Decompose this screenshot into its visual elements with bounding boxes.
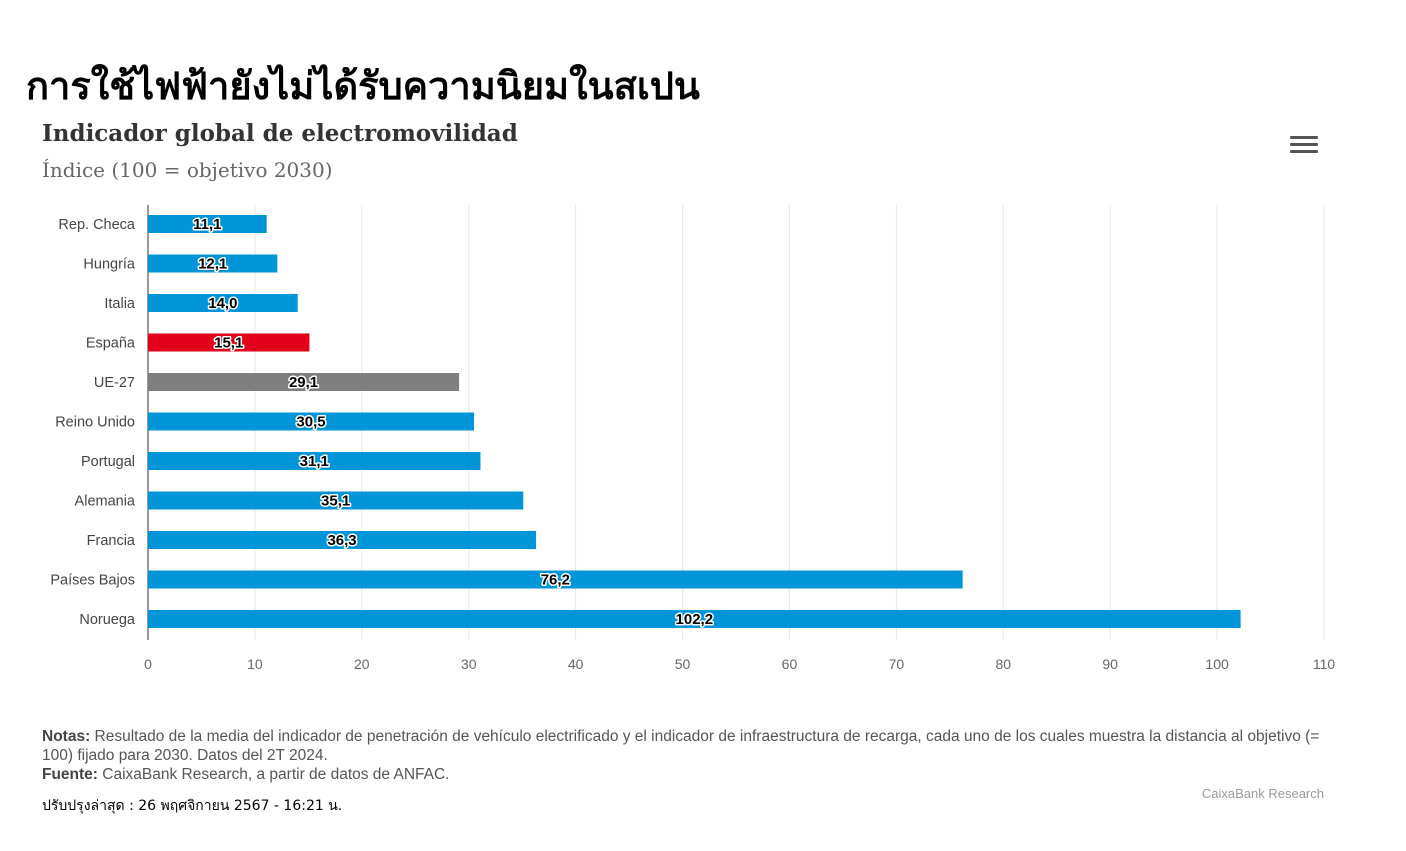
category-label-noruega: Noruega: [79, 612, 136, 628]
bar-reino-unido: [148, 412, 475, 431]
bar-alemania: [148, 491, 524, 510]
category-label-portugal: Portugal: [81, 454, 135, 470]
page-headline: การใช้ไฟฟ้ายังไม่ได้รับความนิยมในสเปน: [26, 64, 700, 108]
value-label-reino-unido: 30,5: [296, 414, 325, 431]
category-label-italia: Italia: [104, 296, 136, 312]
bar-noruega: [148, 610, 1241, 628]
value-label-espa-a: 15,1: [214, 335, 243, 352]
value-label-alemania: 35,1: [321, 493, 350, 510]
value-label-portugal: 31,1: [300, 453, 329, 470]
x-tick-label-80: 80: [995, 656, 1011, 672]
value-label-francia: 36,3: [327, 532, 356, 549]
bar-rep-checa: [148, 215, 267, 233]
x-tick-label-30: 30: [461, 656, 477, 672]
category-label-reino-unido: Reino Unido: [55, 415, 135, 431]
bar-francia: [148, 531, 537, 549]
category-label-francia: Francia: [87, 533, 136, 549]
value-label-pa-ses-bajos: 76,2: [541, 572, 570, 589]
bar-hungr-a: [148, 254, 278, 273]
x-tick-label-90: 90: [1102, 656, 1118, 672]
x-tick-label-10: 10: [247, 656, 263, 672]
category-label-alemania: Alemania: [75, 494, 136, 510]
hamburger-menu-icon[interactable]: [1290, 136, 1318, 160]
chart-subtitle: Índice (100 = objetivo 2030): [42, 158, 333, 182]
category-label-hungr-a: Hungría: [83, 257, 136, 273]
source-text: CaixaBank Research, a partir de datos de…: [102, 766, 450, 783]
x-tick-label-0: 0: [144, 656, 152, 672]
source-label: Fuente:: [42, 766, 98, 783]
last-updated: ปรับปรุงล่าสุด : 26 พฤศจิกายน 2567 - 16:…: [42, 798, 343, 814]
bar-espa-a: [148, 333, 310, 352]
x-tick-label-50: 50: [675, 656, 691, 672]
value-label-italia: 14,0: [208, 295, 237, 312]
x-tick-label-110: 110: [1313, 656, 1336, 672]
x-tick-label-100: 100: [1205, 656, 1229, 672]
bar-italia: [148, 294, 298, 312]
x-tick-label-20: 20: [354, 656, 370, 672]
category-label-rep-checa: Rep. Checa: [58, 217, 136, 233]
notes-label: Notas:: [42, 728, 91, 745]
value-label-ue-27: 29,1: [289, 374, 318, 391]
chart-credit[interactable]: CaixaBank Research: [1201, 786, 1324, 801]
x-tick-label-40: 40: [568, 656, 584, 672]
value-label-rep-checa: 11,1: [193, 216, 221, 233]
chart-notes: Notas: Resultado de la media del indicad…: [42, 727, 1332, 784]
chart-title: Indicador global de electromovilidad: [42, 120, 518, 147]
category-label-pa-ses-bajos: Países Bajos: [50, 573, 135, 589]
x-tick-label-60: 60: [782, 656, 798, 672]
value-label-noruega: 102,2: [676, 611, 714, 628]
bar-ue-27: [148, 373, 460, 391]
category-label-espa-a: España: [86, 336, 136, 352]
bar-portugal: [148, 452, 481, 470]
category-label-ue-27: UE-27: [94, 375, 135, 391]
bar-pa-ses-bajos: [148, 570, 963, 589]
bar-chart: 0 10 20 30 40 50 60 70 80 90 100 110 Rep. Checa 11,1 H…: [50, 205, 1336, 672]
value-label-hungr-a: 12,1: [198, 256, 227, 273]
source-line: Fuente: CaixaBank Research, a partir de …: [42, 765, 1332, 784]
notes-text: Resultado de la media del indicador de p…: [42, 728, 1320, 764]
x-tick-label-70: 70: [889, 656, 905, 672]
notes-line: Notas: Resultado de la media del indicad…: [42, 727, 1332, 765]
